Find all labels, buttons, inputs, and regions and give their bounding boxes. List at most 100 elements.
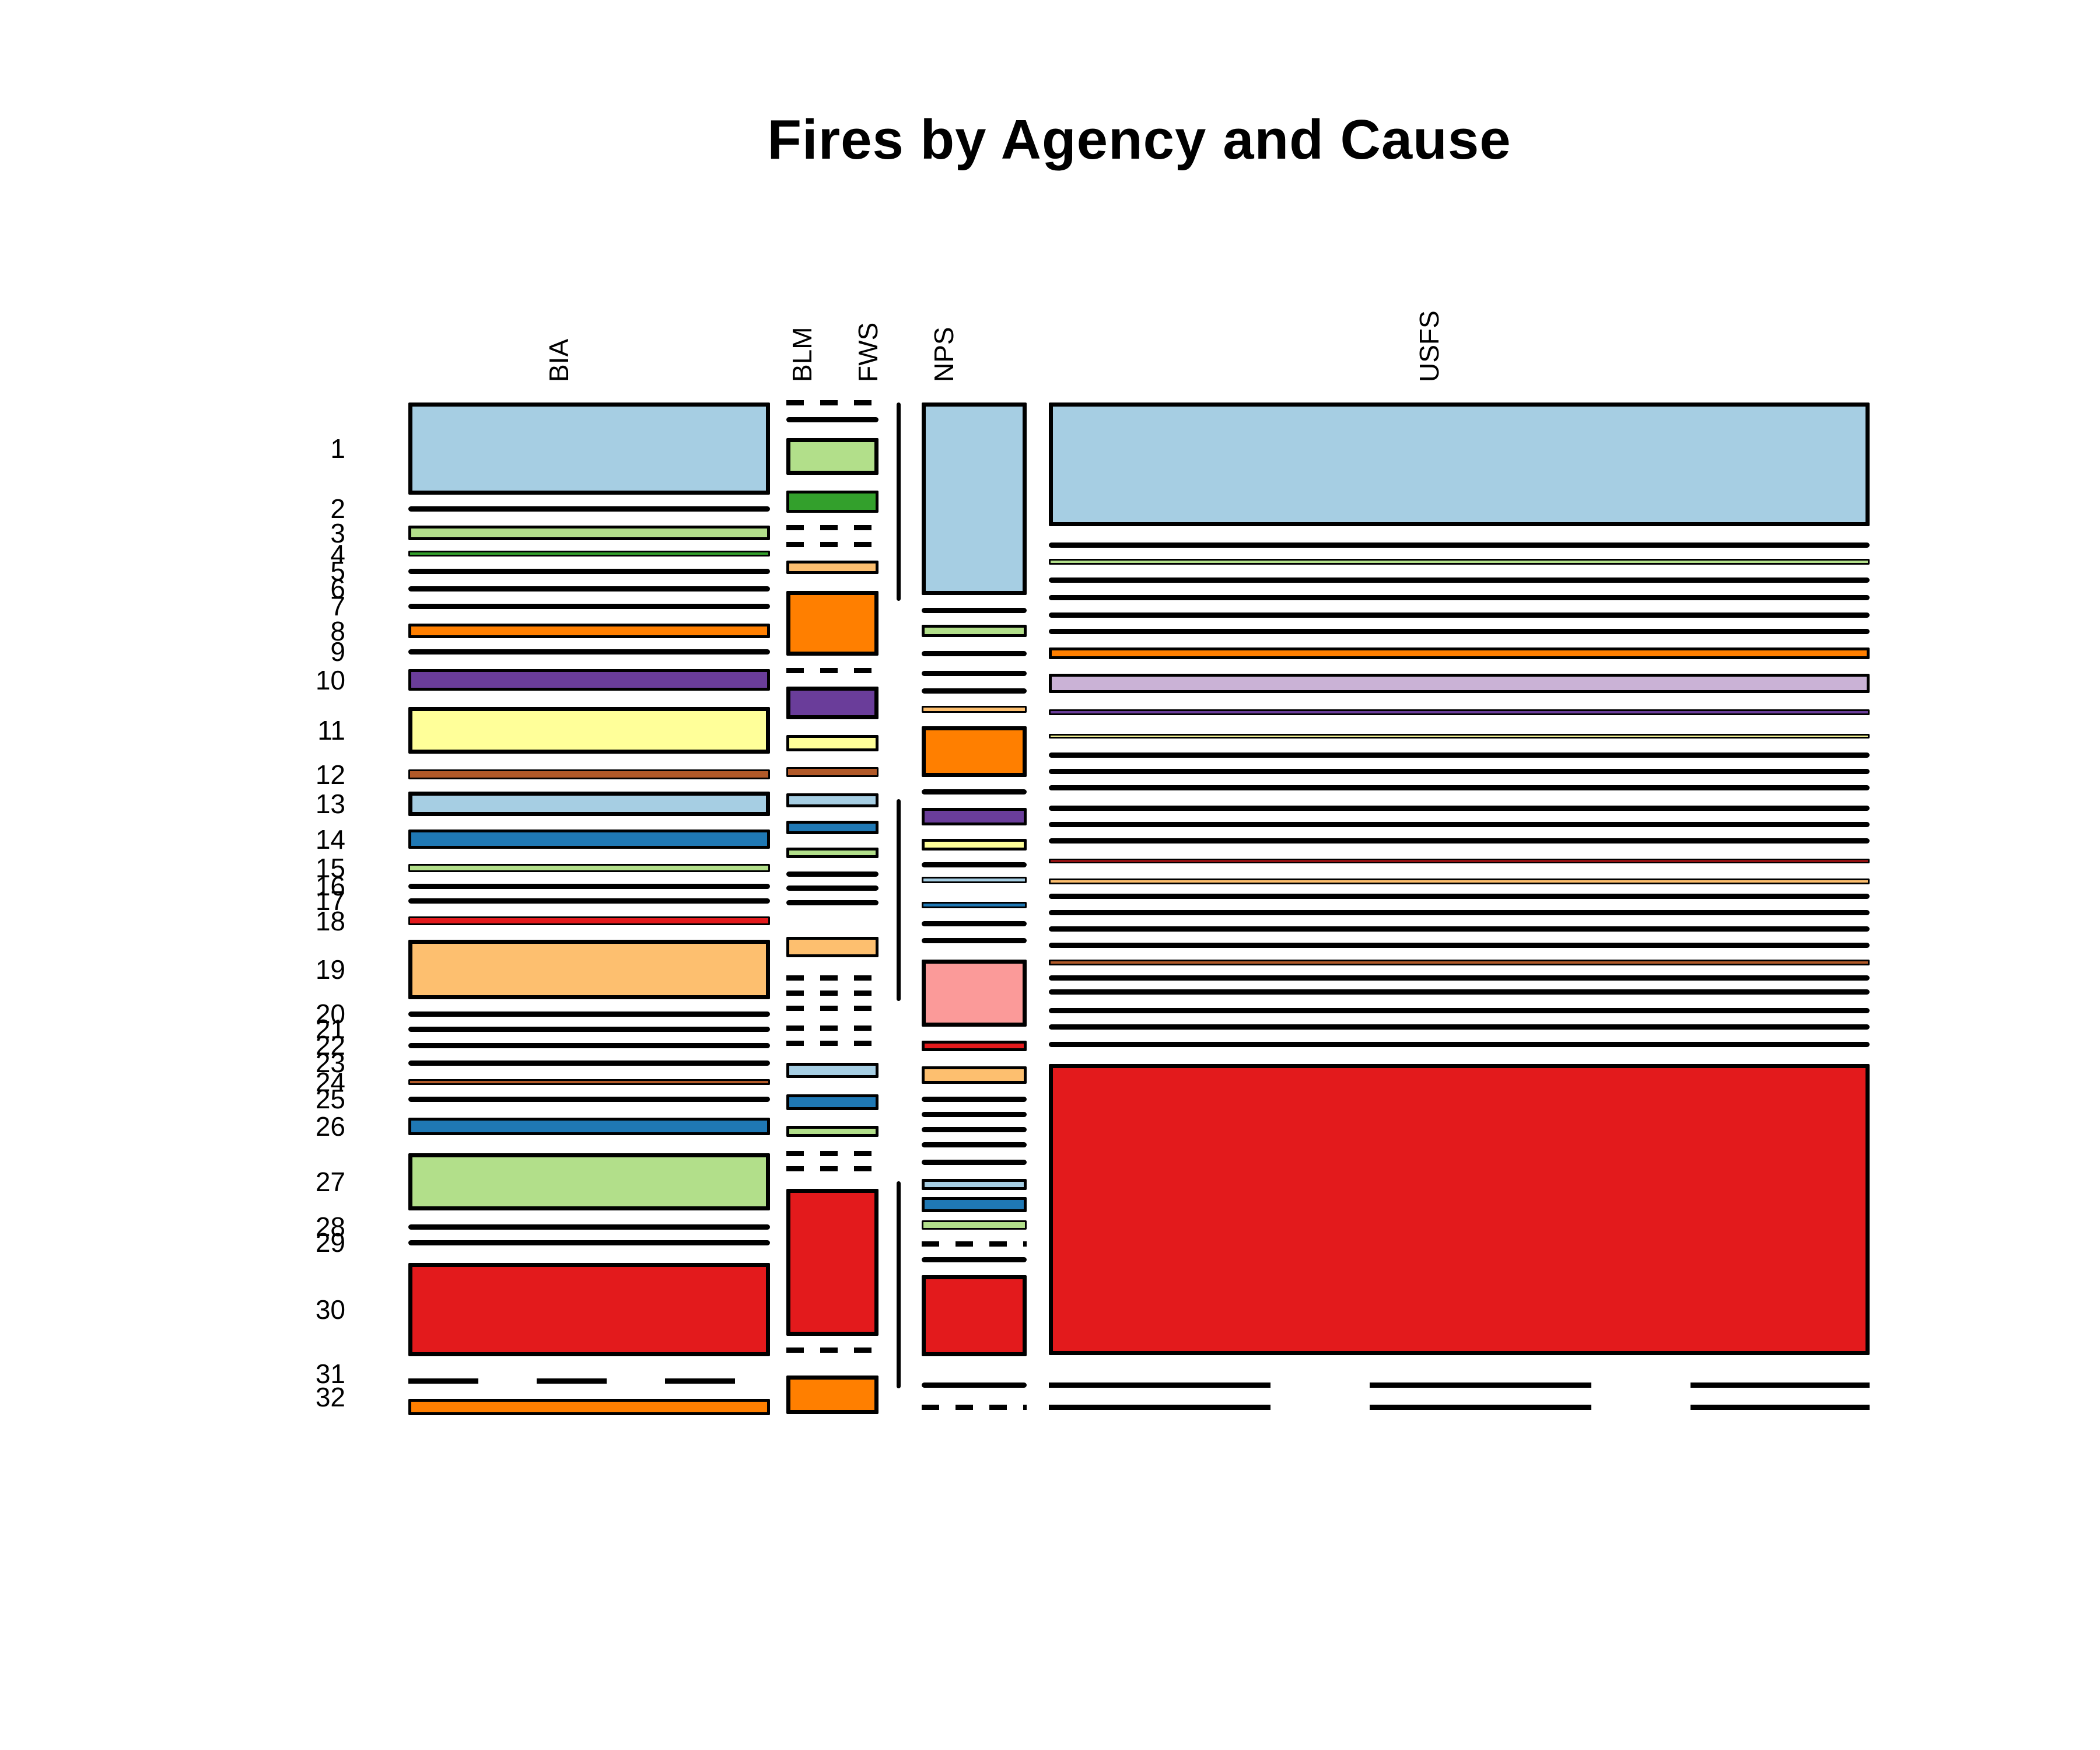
mosaic-cell-NPS-1: [922, 402, 1027, 595]
chart-title: Fires by Agency and Cause: [767, 108, 1511, 171]
mosaic-cell-NPS-3: [922, 625, 1027, 637]
mosaic-zero-line-USFS-13: [1049, 769, 1870, 774]
mosaic-zero-line-BIA-5: [408, 569, 770, 574]
row-label-24: 24: [315, 1067, 345, 1097]
mosaic-cell-BIA-30: [408, 1263, 770, 1356]
mosaic-cell-BLM-11: [786, 735, 878, 751]
row-label-11: 11: [317, 715, 345, 746]
mosaic-dashed-line-BLM-31: [786, 1348, 878, 1353]
mosaic-cell-BIA-10: [408, 669, 770, 691]
mosaic-cell-NPS-14: [922, 902, 1027, 908]
mosaic-zero-line-BIA-29: [408, 1240, 770, 1245]
mosaic-zero-line-USFS-2: [1049, 542, 1870, 548]
mosaic-zero-line-NPS-29: [922, 1257, 1027, 1262]
mosaic-cell-BLM-25: [786, 1063, 878, 1078]
mosaic-zero-line-USFS-7: [1049, 629, 1870, 634]
mosaic-zero-line-USFS-21: [1049, 910, 1870, 915]
row-label-32: 32: [315, 1382, 345, 1412]
mosaic-cell-NPS-18: [922, 1041, 1027, 1051]
row-label-8: 8: [330, 616, 345, 646]
mosaic-cell-BLM-13: [786, 793, 878, 807]
mosaic-cell-NPS-7: [922, 706, 1027, 713]
row-label-27: 27: [315, 1167, 345, 1197]
mosaic-zero-line-NPS-15: [922, 921, 1027, 926]
mosaic-cell-BIA-3: [408, 526, 770, 540]
mosaic-cell-USFS-11: [1049, 734, 1870, 738]
mosaic-cell-BLM-15: [786, 848, 878, 858]
row-label-20: 20: [315, 999, 345, 1029]
mosaic-cell-NPS-30: [922, 1275, 1027, 1356]
mosaic-cell-BLM-27: [786, 1126, 878, 1137]
mosaic-cell-BLM-14: [786, 821, 878, 834]
column-label-BIA: BIA: [544, 338, 574, 382]
mosaic-dashed-line-BLM-24: [786, 1041, 878, 1046]
mosaic-zero-line-USFS-28: [1049, 1024, 1870, 1030]
mosaic-zero-line-USFS-22: [1049, 926, 1870, 932]
mosaic-zero-line-BIA-20: [408, 1012, 770, 1017]
mosaic-dashed-line-BLM-23: [786, 1026, 878, 1031]
mosaic-zero-line-BIA-7: [408, 604, 770, 609]
mosaic-dashed-line-BLM-22: [786, 1006, 878, 1011]
mosaic-cell-BIA-12: [408, 769, 770, 779]
mosaic-zero-line-BIA-17: [408, 898, 770, 904]
column-label-NPS: NPS: [929, 327, 959, 382]
mosaic-zero-line-USFS-12: [1049, 752, 1870, 758]
column-label-FWS: FWS: [853, 322, 883, 382]
mosaic-zero-line-NPS-22: [922, 1127, 1027, 1132]
row-label-23: 23: [315, 1048, 345, 1078]
mosaic-cell-BLM-8: [786, 591, 878, 656]
mosaic-zero-line-NPS-2: [922, 608, 1027, 613]
mosaic-zero-line-USFS-23: [1049, 943, 1870, 948]
mosaic-zero-line-USFS-17: [1049, 838, 1870, 844]
mosaic-zero-line-USFS-6: [1049, 612, 1870, 618]
mosaic-zero-line-USFS-26: [1049, 989, 1870, 995]
mosaic-cell-USFS-3: [1049, 559, 1870, 565]
mosaic-zero-line-USFS-29: [1049, 1042, 1870, 1047]
mosaic-zero-line-USFS-16: [1049, 822, 1870, 827]
row-label-14: 14: [315, 824, 345, 855]
mosaic-cell-BLM-3: [786, 438, 878, 475]
mosaic-zero-line-BLM-18: [786, 900, 878, 905]
row-label-31: 31: [315, 1359, 345, 1389]
row-label-9: 9: [330, 636, 345, 667]
row-label-13: 13: [315, 789, 345, 819]
mosaic-cell-BIA-19: [408, 940, 770, 999]
mosaic-cell-BIA-1: [408, 402, 770, 495]
mosaic-zero-line-NPS-16: [922, 938, 1027, 943]
mosaic-zero-line-NPS-20: [922, 1097, 1027, 1102]
mosaic-dashed-line-BLM-1: [786, 400, 878, 405]
mosaic-zero-line-USFS-4: [1049, 578, 1870, 583]
mosaic-cell-BLM-12: [786, 767, 878, 777]
row-label-28: 28: [315, 1212, 345, 1242]
row-label-26: 26: [315, 1111, 345, 1142]
mosaic-dashed-line-BLM-6: [786, 542, 878, 547]
mosaic-cell-BIA-15: [408, 864, 770, 872]
mosaic-zero-line-USFS-14: [1049, 785, 1870, 790]
fws-axis-line-segment: [897, 799, 901, 1001]
row-label-25: 25: [315, 1084, 345, 1114]
row-label-7: 7: [330, 591, 345, 621]
mosaic-cell-BIA-24: [408, 1079, 770, 1085]
row-label-18: 18: [315, 906, 345, 936]
row-label-1: 1: [330, 433, 345, 464]
mosaic-zero-line-BIA-22: [408, 1043, 770, 1048]
mosaic-zero-line-BLM-17: [786, 886, 878, 891]
mosaic-zero-line-BIA-21: [408, 1027, 770, 1032]
mosaic-cell-BIA-13: [408, 792, 770, 816]
mosaic-cell-USFS-24: [1049, 960, 1870, 965]
row-label-30: 30: [315, 1294, 345, 1325]
mosaic-zero-line-BIA-9: [408, 649, 770, 654]
column-label-USFS: USFS: [1413, 310, 1444, 382]
mosaic-dashed-line-USFS-32: [1049, 1405, 1870, 1410]
mosaic-cell-USFS-18: [1049, 859, 1870, 863]
mosaic-cell-NPS-17: [922, 960, 1027, 1027]
mosaic-cell-NPS-13: [922, 877, 1027, 883]
mosaic-cell-BLM-30: [786, 1189, 878, 1336]
mosaic-cell-USFS-30: [1049, 1064, 1870, 1355]
fws-axis-line-segment: [897, 1181, 901, 1388]
mosaic-cell-BIA-8: [408, 624, 770, 638]
mosaic-cell-NPS-19: [922, 1066, 1027, 1084]
mosaic-zero-line-NPS-6: [922, 688, 1027, 694]
row-label-10: 10: [315, 665, 345, 695]
